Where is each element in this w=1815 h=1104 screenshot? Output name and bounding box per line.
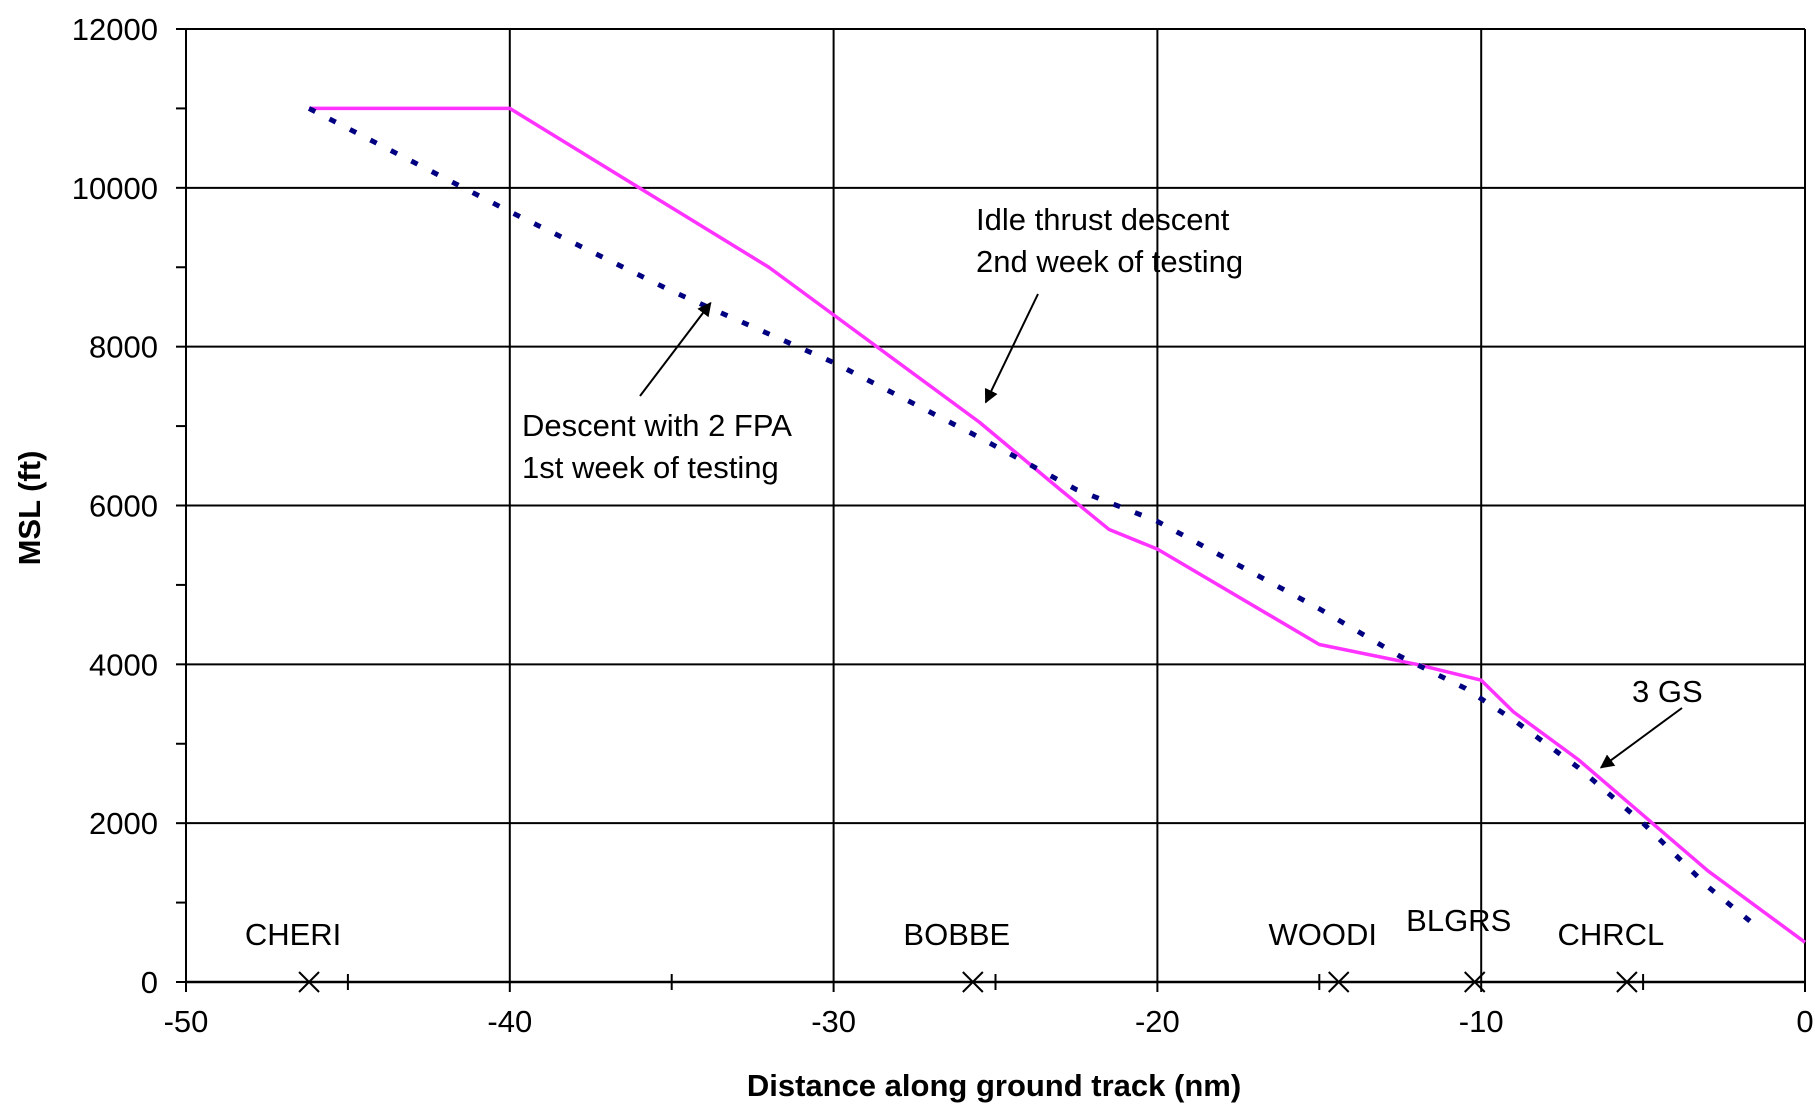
waypoint-marker (1328, 971, 1350, 993)
waypoint-label: BOBBE (903, 917, 1010, 952)
annotation: Idle thrust descent 2nd week of testing (976, 202, 1243, 404)
annotation-text: 3 GS (1632, 674, 1703, 709)
annotation-arrow (1599, 707, 1683, 769)
y-tick-label: 10000 (72, 171, 158, 206)
annotation: Descent with 2 FPA 1st week of testing (522, 301, 792, 485)
x-tick-label: -20 (1135, 1004, 1180, 1039)
annotation-text: Descent with 2 FPA (522, 408, 792, 443)
series-line-fpa-descent (307, 106, 1759, 929)
waypoint-markers: CHERI BOBBE WOODI BLGRS CHRCL (245, 903, 1665, 993)
annotation-arrow (984, 293, 1039, 404)
waypoint-marker (1616, 971, 1638, 993)
waypoint-label: BLGRS (1406, 903, 1511, 938)
x-tick-label: -10 (1459, 1004, 1504, 1039)
x-tick-label: -50 (164, 1004, 209, 1039)
grid-lines (185, 28, 1806, 983)
waypoint-marker (962, 971, 984, 993)
y-tick-label: 4000 (89, 647, 158, 682)
annotation-text: Idle thrust descent (976, 202, 1230, 237)
x-axis-title: Distance along ground track (nm) (747, 1068, 1241, 1103)
annotation-arrow (639, 301, 712, 397)
annotations: Idle thrust descent 2nd week of testing De… (522, 202, 1703, 769)
y-tick-label: 12000 (72, 12, 158, 47)
y-tick-label: 0 (141, 965, 158, 1000)
y-axis-title: MSL (ft) (12, 451, 47, 566)
series-line-idle-descent (309, 106, 1807, 944)
annotation: 3 GS (1599, 674, 1703, 769)
waypoint-marker (1464, 971, 1486, 993)
y-tick-label: 2000 (89, 806, 158, 841)
x-tick-label: -30 (811, 1004, 856, 1039)
y-tick-label: 6000 (89, 489, 158, 524)
x-tick-label: -40 (487, 1004, 532, 1039)
waypoint-label: CHRCL (1558, 917, 1665, 952)
annotation-text: 2nd week of testing (976, 244, 1243, 279)
waypoint-label: CHERI (245, 917, 341, 952)
waypoint-marker (298, 971, 320, 993)
x-tick-label: 0 (1796, 1004, 1813, 1039)
waypoint-label: WOODI (1268, 917, 1377, 952)
series-lines (307, 106, 1807, 944)
y-tick-label: 8000 (89, 330, 158, 365)
annotation-text: 1st week of testing (522, 450, 779, 485)
axes: 0 2000 4000 6000 8000 10000 12000 -50 -40 -30 -20 -… (72, 12, 1814, 1039)
